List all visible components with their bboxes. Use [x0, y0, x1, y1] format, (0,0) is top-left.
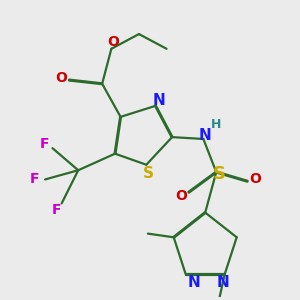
Text: O: O [175, 189, 187, 203]
Text: F: F [29, 172, 39, 186]
Text: O: O [55, 71, 67, 85]
Text: F: F [40, 137, 49, 152]
Text: N: N [188, 275, 200, 290]
Text: N: N [153, 93, 166, 108]
Text: S: S [213, 165, 226, 183]
Text: S: S [143, 167, 154, 182]
Text: N: N [217, 275, 229, 290]
Text: O: O [107, 35, 119, 49]
Text: N: N [199, 128, 211, 143]
Text: O: O [250, 172, 262, 186]
Text: H: H [211, 118, 221, 131]
Text: F: F [51, 203, 61, 217]
